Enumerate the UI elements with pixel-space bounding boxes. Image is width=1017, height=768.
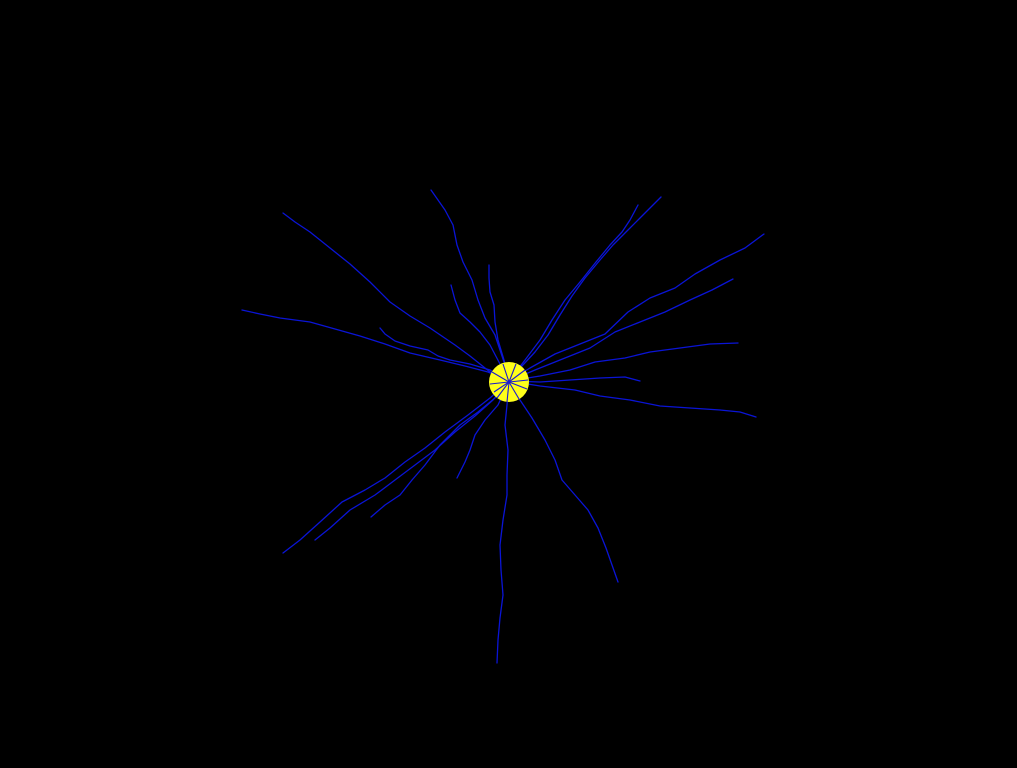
dendrite-upper-left (283, 213, 509, 381)
dendrite-lower-left-c (371, 381, 509, 517)
dendrite-right-upper (509, 343, 738, 381)
dendrite-bottom (497, 381, 509, 663)
dendrite-upper-right-a (509, 197, 661, 381)
dendrite-right-top (509, 234, 764, 381)
dendrite-lower-left-b (315, 381, 509, 540)
dendrite-upper-center (431, 190, 509, 381)
dendrite-group (242, 190, 764, 663)
soma (489, 362, 529, 402)
dendrite-lower-left-a (283, 381, 509, 553)
dendrite-right-mid (509, 279, 733, 381)
dendrite-right-lower (509, 381, 756, 417)
dendrite-lower-right (509, 381, 618, 582)
